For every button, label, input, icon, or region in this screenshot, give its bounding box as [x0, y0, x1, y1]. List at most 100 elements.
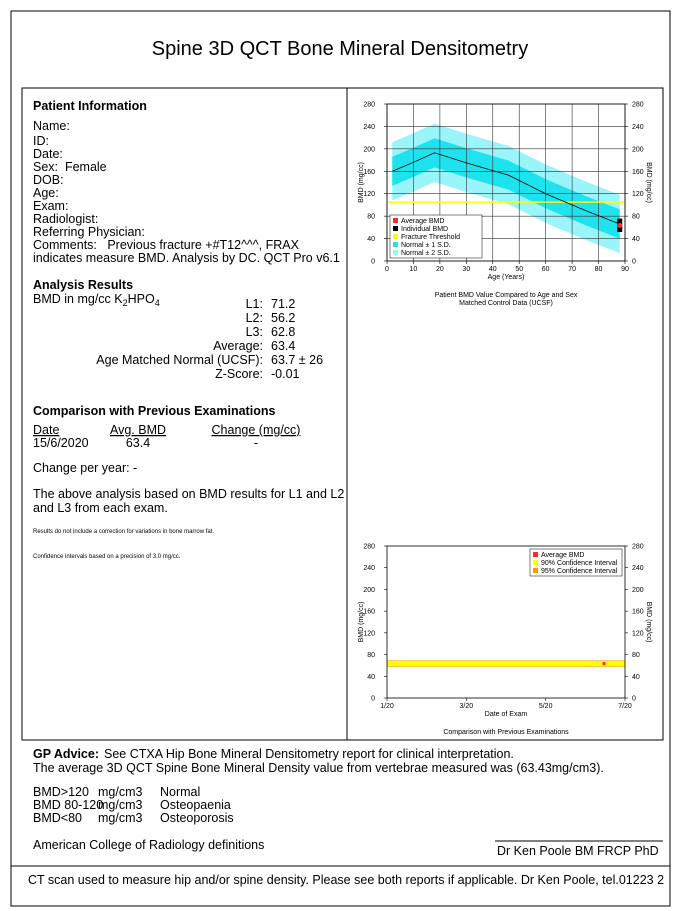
y2-tick-label: 200 [632, 587, 644, 594]
plot-frame [386, 545, 626, 699]
unit-label: BMD in mg/cc K2HPO4 [33, 292, 160, 308]
change-per-year: Change per year: - [33, 461, 137, 475]
signature: Dr Ken Poole BM FRCP PhD [497, 844, 659, 858]
patient-field: Exam: [33, 199, 68, 213]
definition-source: American College of Radiology definition… [33, 838, 264, 852]
table-cell: 15/6/2020 [33, 436, 89, 450]
x-tick-label: 10 [410, 266, 418, 273]
plot-frame [386, 103, 626, 262]
average-point [617, 222, 623, 228]
result-label: Average: [213, 339, 263, 353]
legend-label: Fracture Threshold [401, 234, 460, 241]
y-tick-label: 0 [371, 259, 375, 266]
individual-point [617, 226, 623, 232]
result-value: 63.7 ± 26 [271, 353, 323, 367]
x-axis-label: Age (Years) [488, 274, 525, 281]
bmd-range: mg/cm3 [98, 811, 143, 825]
y2-tick-label: 120 [632, 630, 644, 637]
y2-tick-label: 160 [632, 609, 644, 616]
y-axis-label: BMD (mg/cc) [358, 162, 365, 203]
y-tick-label: 240 [363, 124, 375, 131]
patient-field: Radiologist: [33, 212, 98, 226]
column-header: Avg. BMD [110, 423, 166, 437]
patient-field: Age: [33, 186, 59, 200]
y-axis-label: BMD (mg/cc) [358, 602, 365, 643]
average-point [602, 661, 606, 666]
table-cell: 63.4 [126, 436, 150, 450]
page-border [10, 10, 671, 907]
y-tick-label: 80 [367, 214, 375, 221]
mean-line [392, 152, 620, 225]
bmd-range: Normal [160, 785, 200, 799]
y-tick-label: 240 [363, 565, 375, 572]
y2-axis-label: BMD (mg/cc) [645, 162, 652, 203]
bmd-range: mg/cm3 [98, 798, 143, 812]
result-value: 56.2 [271, 311, 295, 325]
patient-field: Sex: Female [33, 160, 107, 174]
y-tick-label: 280 [363, 102, 375, 109]
result-label: Z-Score: [215, 367, 263, 381]
y2-axis-label: BMD (mg/cc) [645, 602, 652, 643]
result-value: -0.01 [271, 367, 300, 381]
legend-swatch [533, 568, 538, 573]
x-tick-label: 70 [568, 266, 576, 273]
y2-tick-label: 120 [632, 191, 644, 198]
y2-tick-label: 280 [632, 102, 644, 109]
result-label: Age Matched Normal (UCSF): [96, 353, 263, 367]
x-tick-label: 20 [436, 266, 444, 273]
y2-tick-label: 160 [632, 169, 644, 176]
legend-swatch [533, 560, 538, 565]
x-tick-label: 7/20 [618, 703, 632, 710]
chart-caption: Comparison with Previous Examinations [443, 729, 569, 736]
chart-caption: Patient BMD Value Compared to Age and Se… [435, 292, 578, 299]
y-tick-label: 120 [363, 630, 375, 637]
y-tick-label: 0 [371, 696, 375, 703]
chart: 0408012016020024028004080120160200240280… [358, 544, 652, 737]
gp-text: See CTXA Hip Bone Mineral Densitometry r… [104, 747, 514, 761]
legend-swatch [533, 552, 538, 557]
result-label: L1: [246, 297, 263, 311]
x-tick-label: 40 [489, 266, 497, 273]
x-tick-label: 30 [462, 266, 470, 273]
chart-caption: Matched Control Data (UCSF) [459, 300, 553, 307]
section-heading: Patient Information [33, 99, 147, 113]
y2-tick-label: 0 [632, 696, 636, 703]
patient-field: Referring Physician: [33, 225, 145, 239]
comment-line: Comments: Previous fracture +#T12^^^, FR… [33, 238, 300, 252]
legend-box [389, 214, 483, 259]
individual-point [617, 218, 623, 224]
y-tick-label: 280 [363, 544, 375, 551]
patient-field: Date: [33, 147, 63, 161]
x-tick-label: 3/20 [460, 703, 474, 710]
note-line: and L3 from each exam. [33, 501, 168, 515]
bmd-range: BMD<80 [33, 811, 82, 825]
y-tick-label: 160 [363, 169, 375, 176]
footnote: Confidence intervals based on a precisio… [33, 554, 181, 560]
y2-tick-label: 80 [632, 652, 640, 659]
legend-swatch [393, 226, 398, 231]
x-axis-label: Date of Exam [485, 711, 528, 718]
x-tick-label: 80 [595, 266, 603, 273]
column-header: Date [33, 423, 59, 437]
legend-label: Normal ± 1 S.D. [401, 242, 451, 249]
chart: 0408012016020024028004080120160200240280… [358, 102, 652, 308]
gp-text: The average 3D QCT Spine Bone Mineral De… [33, 761, 604, 775]
y-tick-label: 40 [367, 236, 375, 243]
x-tick-label: 0 [385, 266, 389, 273]
y-tick-label: 120 [363, 191, 375, 198]
result-label: L2: [246, 311, 263, 325]
table-cell: - [254, 436, 258, 450]
column-header: Change (mg/cc) [212, 423, 301, 437]
section-heading: Comparison with Previous Examinations [33, 404, 275, 418]
unit-text: HPO [128, 292, 155, 306]
y2-tick-label: 280 [632, 544, 644, 551]
patient-field: DOB: [33, 173, 64, 187]
x-tick-label: 50 [515, 266, 523, 273]
result-value: 71.2 [271, 297, 295, 311]
report-title: Spine 3D QCT Bone Mineral Densitometry [152, 38, 528, 60]
results-box [21, 87, 664, 741]
y-tick-label: 200 [363, 587, 375, 594]
comment-line: indicates measure BMD. Analysis by DC. Q… [33, 251, 340, 265]
bmd-range: mg/cm3 [98, 785, 143, 799]
bmd-range: Osteopaenia [160, 798, 231, 812]
